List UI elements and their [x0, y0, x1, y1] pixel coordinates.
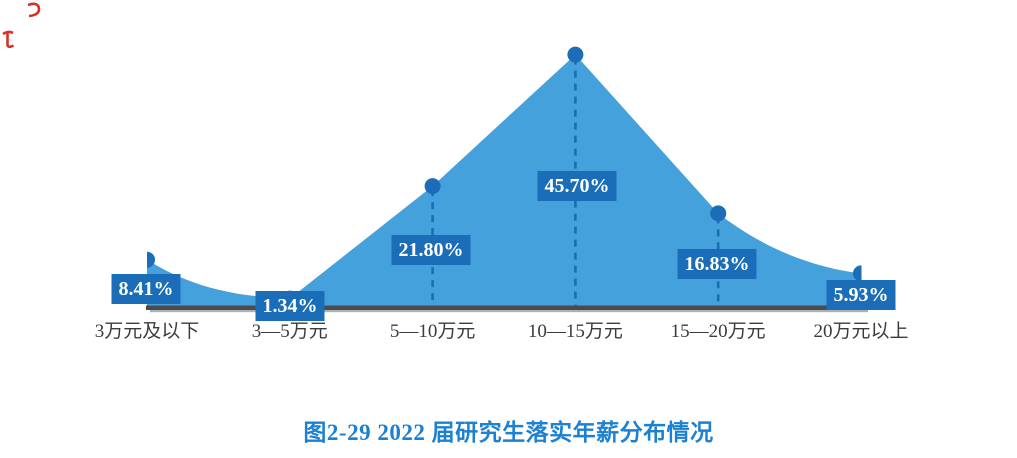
data-point-marker: [147, 251, 155, 268]
x-axis-line: [146, 305, 862, 310]
figure-caption: 图2-29 2022 届研究生落实年薪分布情况: [303, 420, 714, 445]
data-label-box: 5.93%: [826, 280, 896, 310]
data-point-marker: [567, 46, 584, 63]
data-point-marker: [710, 205, 727, 222]
x-axis-label: 15—20万元: [670, 321, 766, 342]
x-axis-label: 10—15万元: [527, 321, 623, 342]
x-axis-shadow: [150, 310, 868, 313]
data-point-marker: [424, 178, 441, 195]
x-axis-label: 20万元以上: [813, 321, 909, 342]
data-label-box: 16.83%: [677, 249, 757, 279]
red-fragment-mark: [2, 30, 15, 49]
area-series: [147, 54, 861, 308]
data-point-marker: [853, 265, 862, 282]
red-artifact-marks: [2, 2, 41, 49]
data-label-box: 21.80%: [391, 235, 471, 265]
x-axis-label: 3—5万元: [251, 321, 328, 342]
x-axis-label: 5—10万元: [389, 321, 476, 342]
data-label-box: 8.41%: [111, 274, 181, 304]
x-axis-label: 3万元及以下: [94, 321, 200, 342]
red-fragment-mark: [27, 2, 41, 18]
data-label-box: 1.34%: [255, 291, 325, 321]
data-label-box: 45.70%: [537, 171, 617, 201]
